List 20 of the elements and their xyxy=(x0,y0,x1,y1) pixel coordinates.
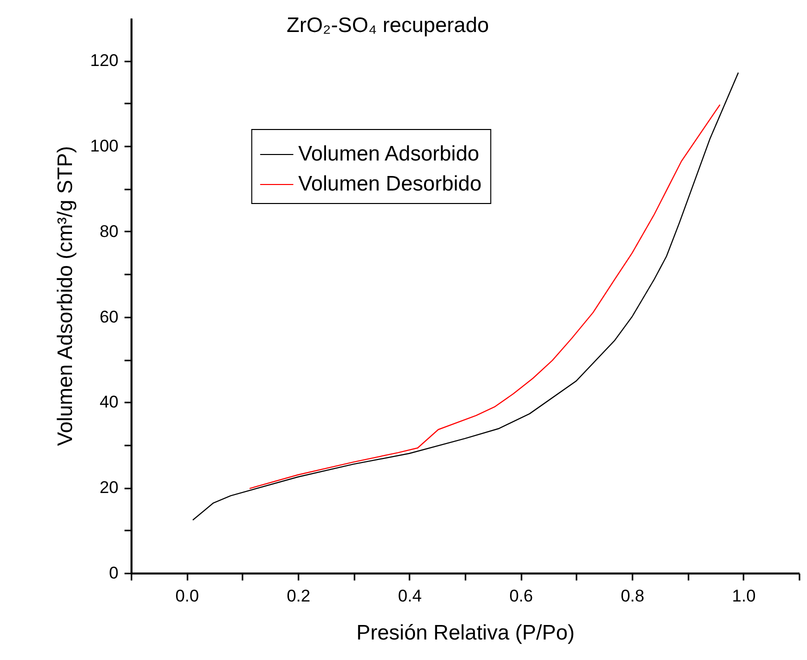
x-tick-label: 0.2 xyxy=(286,586,310,606)
y-axis-title: Volumen Adsorbido (cm³/g STP) xyxy=(54,146,78,446)
chart-title: ZrO₂-SO₄ recuperado xyxy=(286,14,489,37)
y-tick-label: 60 xyxy=(100,307,118,326)
y-tick-label: 80 xyxy=(100,222,118,241)
x-tick-label: 0.6 xyxy=(509,586,533,606)
y-tick-label: 0 xyxy=(109,564,118,582)
y-tick-label: 100 xyxy=(90,136,118,156)
x-tick-label: 1.0 xyxy=(732,586,756,606)
y-tick-label: 20 xyxy=(100,478,118,498)
line-series xyxy=(192,72,739,521)
x-tick-label: 0.4 xyxy=(398,586,422,606)
y-tick-label: 40 xyxy=(100,392,118,412)
y-tick-label: 120 xyxy=(90,51,118,70)
x-tick-label: 0.8 xyxy=(620,586,644,606)
line-series xyxy=(249,104,721,490)
x-axis-title: Presión Relativa (P/Po) xyxy=(356,622,575,644)
legend-label: Volumen Adsorbido xyxy=(298,142,480,166)
legend-label: Volumen Desorbido xyxy=(298,172,482,196)
x-tick-label: 0.0 xyxy=(175,586,199,606)
